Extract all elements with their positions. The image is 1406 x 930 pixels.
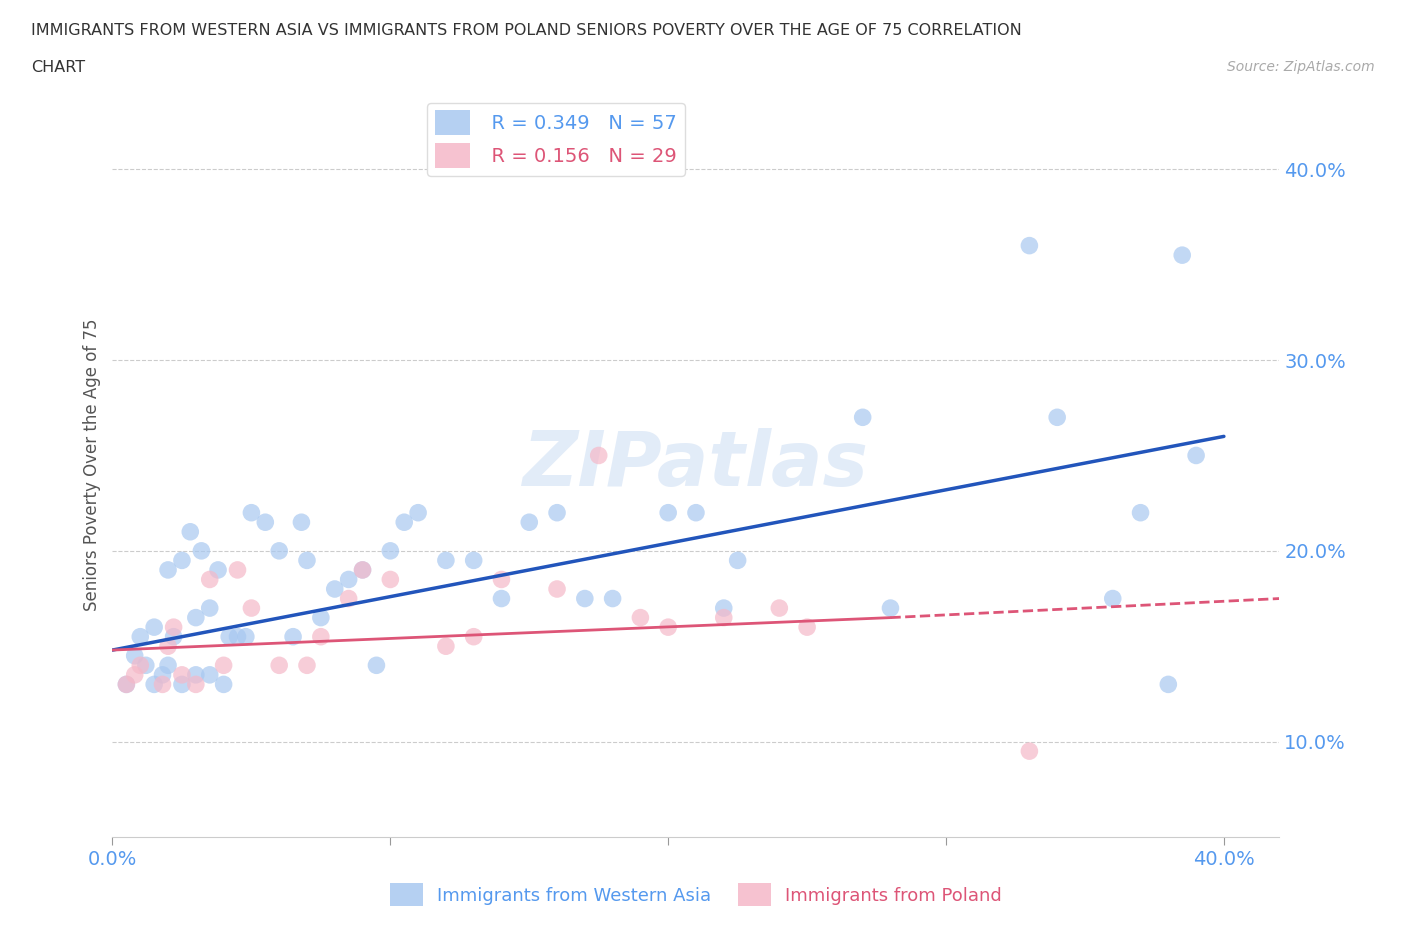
Point: [129, 658, 152, 672]
Point: [713, 610, 735, 625]
Point: [179, 525, 201, 539]
Point: [852, 410, 875, 425]
Point: [212, 658, 235, 672]
Point: [124, 668, 146, 683]
Point: [152, 668, 174, 683]
Point: [143, 619, 166, 634]
Point: [235, 630, 257, 644]
Point: [115, 677, 138, 692]
Point: [657, 619, 679, 634]
Point: [309, 630, 332, 644]
Point: [269, 658, 291, 672]
Point: [879, 601, 901, 616]
Point: [124, 648, 146, 663]
Point: [574, 591, 596, 606]
Point: [143, 677, 166, 692]
Point: [1018, 744, 1040, 759]
Point: [190, 543, 212, 558]
Point: [135, 658, 157, 672]
Point: [517, 515, 540, 530]
Point: [198, 668, 221, 683]
Point: [309, 610, 332, 625]
Text: Source: ZipAtlas.com: Source: ZipAtlas.com: [1227, 60, 1375, 74]
Point: [254, 515, 277, 530]
Point: [491, 572, 513, 587]
Text: ZIPatlas: ZIPatlas: [523, 428, 869, 502]
Point: [162, 619, 184, 634]
Point: [588, 448, 610, 463]
Point: [392, 515, 416, 530]
Point: [129, 630, 152, 644]
Point: [226, 563, 249, 578]
Point: [207, 563, 229, 578]
Point: [212, 677, 235, 692]
Text: CHART: CHART: [31, 60, 84, 75]
Point: [657, 505, 679, 520]
Point: [1046, 410, 1069, 425]
Point: [281, 630, 304, 644]
Point: [1129, 505, 1152, 520]
Point: [337, 572, 360, 587]
Point: [295, 658, 318, 672]
Point: [434, 639, 457, 654]
Point: [352, 563, 374, 578]
Point: [463, 630, 485, 644]
Point: [546, 505, 568, 520]
Point: [198, 601, 221, 616]
Point: [727, 553, 749, 568]
Point: [1171, 247, 1194, 262]
Point: [184, 677, 207, 692]
Point: [184, 610, 207, 625]
Point: [685, 505, 707, 520]
Point: [115, 677, 138, 692]
Point: [226, 630, 249, 644]
Point: [157, 658, 180, 672]
Point: [162, 630, 184, 644]
Point: [240, 601, 263, 616]
Point: [713, 601, 735, 616]
Point: [491, 591, 513, 606]
Point: [218, 630, 240, 644]
Point: [380, 543, 402, 558]
Point: [337, 591, 360, 606]
Point: [352, 563, 374, 578]
Point: [269, 543, 291, 558]
Point: [1101, 591, 1123, 606]
Point: [628, 610, 651, 625]
Point: [240, 505, 263, 520]
Point: [463, 553, 485, 568]
Point: [184, 668, 207, 683]
Point: [1185, 448, 1208, 463]
Point: [406, 505, 429, 520]
Point: [170, 668, 193, 683]
Point: [546, 581, 568, 596]
Legend: Immigrants from Western Asia, Immigrants from Poland: Immigrants from Western Asia, Immigrants…: [382, 876, 1010, 913]
Point: [366, 658, 388, 672]
Text: IMMIGRANTS FROM WESTERN ASIA VS IMMIGRANTS FROM POLAND SENIORS POVERTY OVER THE : IMMIGRANTS FROM WESTERN ASIA VS IMMIGRAN…: [31, 23, 1022, 38]
Point: [152, 677, 174, 692]
Point: [1018, 238, 1040, 253]
Point: [768, 601, 790, 616]
Point: [1157, 677, 1180, 692]
Point: [157, 563, 180, 578]
Point: [157, 639, 180, 654]
Y-axis label: Seniors Poverty Over the Age of 75: Seniors Poverty Over the Age of 75: [83, 319, 101, 611]
Point: [434, 553, 457, 568]
Point: [796, 619, 818, 634]
Point: [323, 581, 346, 596]
Point: [290, 515, 312, 530]
Point: [602, 591, 624, 606]
Point: [170, 553, 193, 568]
Point: [295, 553, 318, 568]
Point: [380, 572, 402, 587]
Point: [170, 677, 193, 692]
Point: [198, 572, 221, 587]
